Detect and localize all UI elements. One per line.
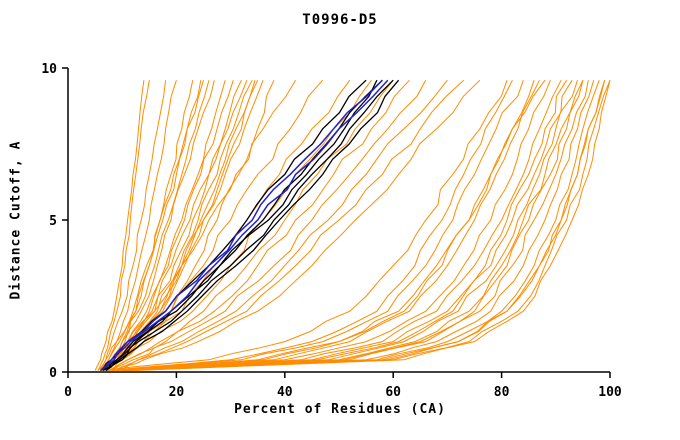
- server-model-curve: [116, 79, 562, 371]
- server-model-curve: [100, 80, 202, 371]
- server-model-curve: [132, 80, 611, 371]
- server-model-curve: [100, 80, 167, 371]
- server-model-curve: [116, 79, 448, 371]
- server-model-curve: [105, 79, 253, 371]
- server-model-curve: [127, 80, 606, 371]
- server-model-curve: [132, 80, 611, 371]
- reference-model-curve: [102, 79, 378, 372]
- server-model-curve: [94, 80, 145, 371]
- x-tick-label: 60: [385, 385, 401, 400]
- server-model-curve: [127, 80, 595, 371]
- server-model-curve: [113, 79, 465, 371]
- server-model-curve: [127, 80, 600, 371]
- server-model-curve: [111, 79, 546, 371]
- server-model-curve: [111, 80, 535, 371]
- x-tick-label: 100: [598, 385, 622, 400]
- server-model-curve: [122, 79, 573, 371]
- y-tick-label: 5: [49, 214, 57, 229]
- highlighted-model-curve: [100, 79, 389, 372]
- server-model-curve: [102, 80, 234, 371]
- server-model-curve: [108, 79, 275, 371]
- x-tick-label: 20: [169, 385, 185, 400]
- x-tick-label: 40: [277, 385, 293, 400]
- server-model-curve: [97, 80, 204, 371]
- server-model-curve: [116, 80, 551, 371]
- server-model-curve: [122, 80, 589, 371]
- server-model-curve: [122, 80, 578, 371]
- server-model-curve: [108, 79, 410, 371]
- server-model-curve: [111, 79, 394, 371]
- server-model-curve: [111, 79, 540, 371]
- server-model-curve: [105, 79, 513, 371]
- server-model-curve: [116, 79, 481, 371]
- y-tick-label: 0: [49, 366, 57, 381]
- server-model-curve: [122, 80, 584, 371]
- y-tick-label: 10: [41, 62, 57, 77]
- reference-model-curve: [105, 79, 400, 371]
- server-model-curve: [97, 80, 150, 371]
- x-tick-label: 80: [494, 385, 510, 400]
- server-model-curve: [122, 79, 568, 371]
- server-model-curve: [105, 80, 524, 371]
- server-model-curve: [100, 80, 248, 371]
- x-tick-label: 0: [64, 385, 72, 400]
- y-axis-title: Distance Cutoff, A: [8, 140, 24, 300]
- server-model-curve: [111, 79, 427, 371]
- server-model-curve: [100, 79, 297, 371]
- chart-title: T0996-D5: [302, 12, 378, 28]
- x-axis-title: Percent of Residues (CA): [234, 402, 446, 417]
- highlighted-model-curve: [100, 79, 383, 372]
- server-model-curve: [100, 80, 508, 371]
